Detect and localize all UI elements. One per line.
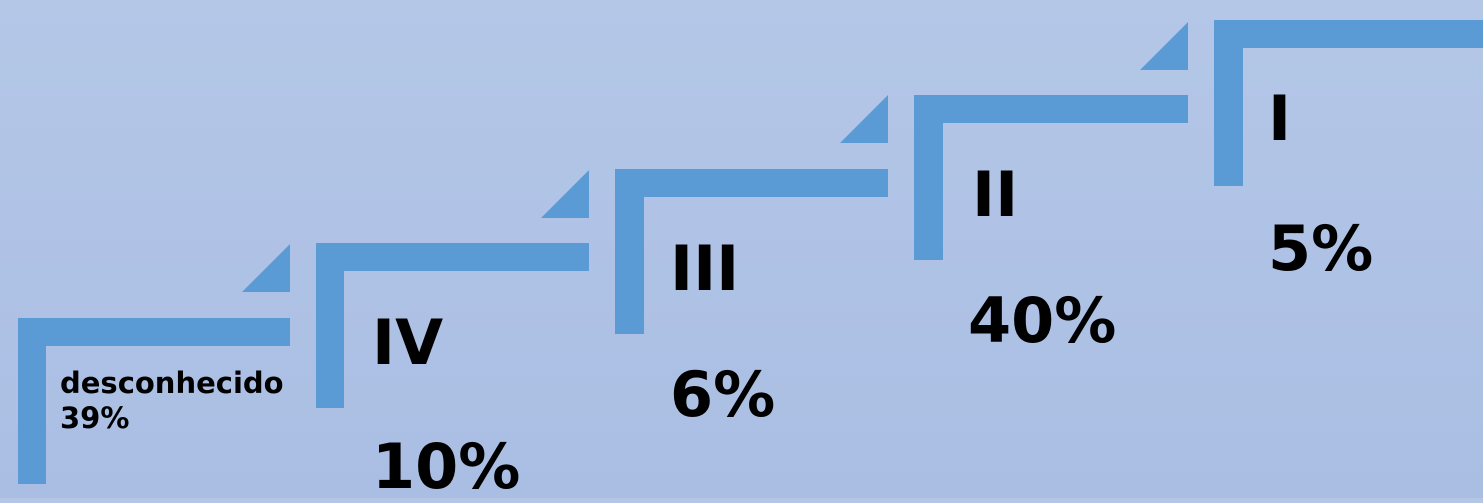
step-ii-percent: 40% (968, 284, 1117, 357)
step-bracket-iii (615, 169, 888, 334)
step-bracket-i (1214, 20, 1483, 186)
step-unknown-label: desconhecido 39% (60, 366, 284, 435)
step-arrow-iii (840, 95, 888, 143)
step-arrow-unknown (242, 244, 290, 292)
step-arrow-ii (1140, 22, 1188, 70)
step-i-roman: I (1268, 82, 1292, 155)
step-iii-percent: 6% (670, 358, 776, 431)
step-arrow-iv (541, 170, 589, 218)
step-iii-roman: III (670, 232, 740, 305)
step-bracket-ii (914, 95, 1188, 260)
step-bracket-iv (316, 243, 589, 408)
step-bracket-unknown (18, 318, 290, 484)
step-i-percent: 5% (1268, 212, 1374, 285)
step-iv-roman: IV (372, 306, 444, 379)
step-ii-roman: II (972, 158, 1019, 231)
step-iv-percent: 10% (372, 430, 521, 503)
